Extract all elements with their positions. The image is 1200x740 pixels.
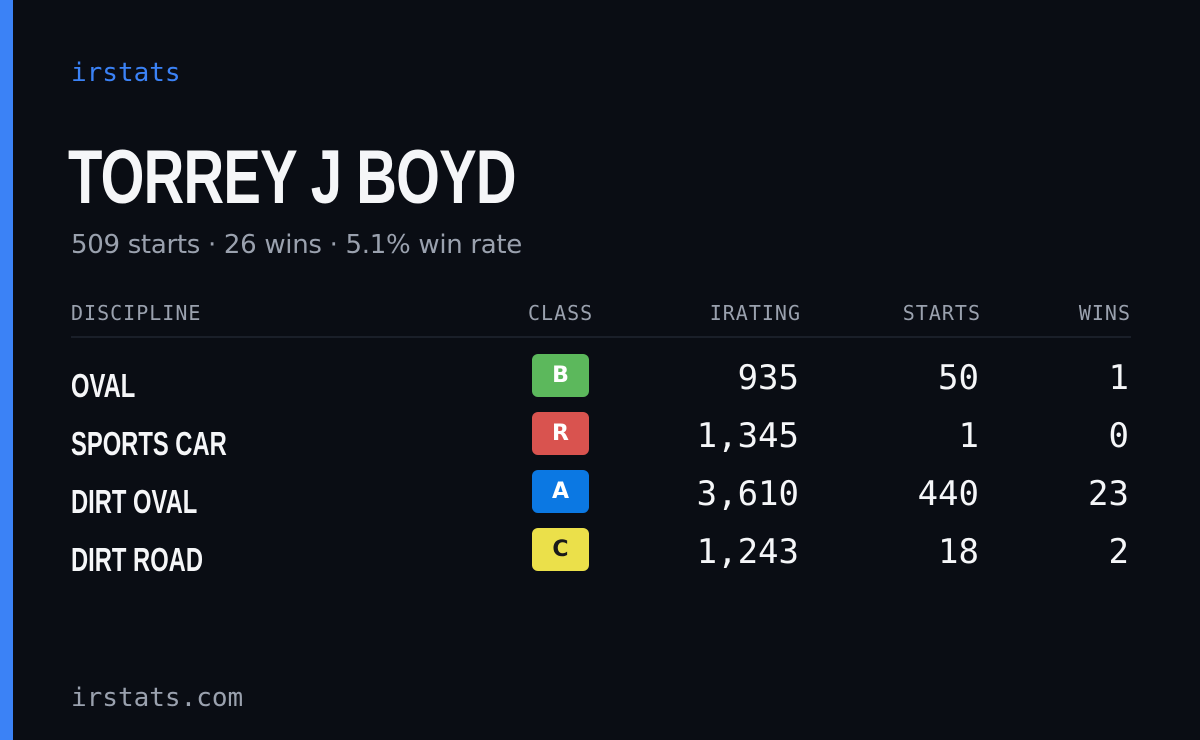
wins-value: 0: [1108, 416, 1129, 456]
license-class-badge: C: [532, 528, 589, 571]
irating-value: 1,345: [696, 416, 799, 456]
starts-value: 440: [917, 474, 979, 514]
starts-value: 50: [938, 358, 979, 398]
discipline-table: DISCIPLINE CLASS IRATING STARTS WINS OVA…: [71, 296, 1131, 586]
irating-value: 935: [737, 358, 799, 398]
license-class-badge: B: [532, 354, 589, 397]
license-class-badge: R: [532, 412, 589, 455]
table-row: DIRT ROAD C 1,243 18 2: [71, 528, 1131, 586]
driver-name: TORREY J BOYD: [68, 135, 516, 220]
discipline-label: DIRT OVAL: [71, 483, 198, 520]
header-irating: IRATING: [709, 301, 801, 325]
table-body: OVAL B 935 50 1 SPORTS CAR R 1,345 1 0 D…: [71, 354, 1131, 586]
irating-value: 1,243: [696, 532, 799, 572]
table-row: OVAL B 935 50 1: [71, 354, 1131, 412]
header-wins: WINS: [1078, 301, 1131, 325]
license-class-badge: A: [532, 470, 589, 513]
discipline-label: DIRT ROAD: [71, 541, 203, 578]
table-row: SPORTS CAR R 1,345 1 0: [71, 412, 1131, 470]
footer-url[interactable]: irstats.com: [71, 683, 244, 713]
wins-value: 23: [1088, 474, 1129, 514]
discipline-label: OVAL: [71, 367, 136, 404]
discipline-label: SPORTS CAR: [71, 425, 227, 462]
accent-bar: [0, 0, 13, 740]
brand-logo-text[interactable]: irstats: [71, 58, 181, 88]
starts-value: 1: [958, 416, 979, 456]
table-row: DIRT OVAL A 3,610 440 23: [71, 470, 1131, 528]
irating-value: 3,610: [696, 474, 799, 514]
table-header: DISCIPLINE CLASS IRATING STARTS WINS: [71, 296, 1131, 338]
driver-summary: 509 starts · 26 wins · 5.1% win rate: [71, 230, 523, 260]
wins-value: 2: [1108, 532, 1129, 572]
starts-value: 18: [938, 532, 979, 572]
wins-value: 1: [1108, 358, 1129, 398]
header-class: CLASS: [528, 301, 594, 325]
header-starts: STARTS: [902, 301, 981, 325]
header-discipline: DISCIPLINE: [71, 301, 202, 325]
